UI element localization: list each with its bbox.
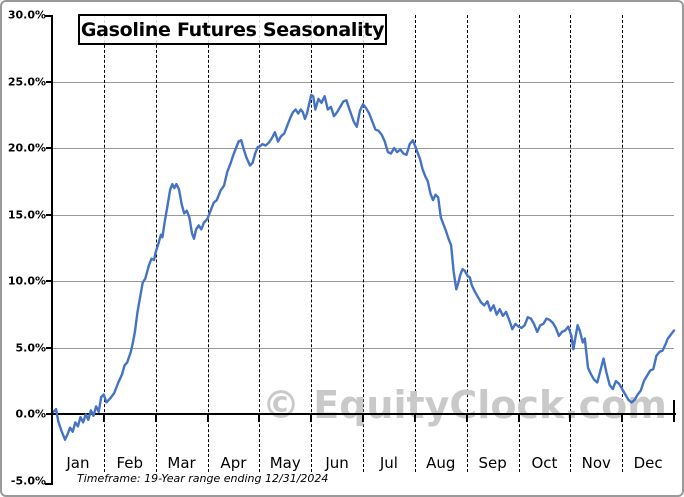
x-axis-tick <box>413 415 416 423</box>
watermark-text: © EquityClock.com <box>262 383 667 427</box>
x-axis-tick <box>310 415 313 423</box>
gridline-month-Nov <box>570 15 572 472</box>
y-axis-label-25.0%: 25.0% <box>7 75 46 89</box>
x-axis-tick <box>673 415 675 423</box>
seasonality-line <box>50 93 676 441</box>
x-axis-label-Oct: Oct <box>531 454 558 472</box>
y-axis-tick-20 <box>46 147 52 150</box>
gridline-month-Jun <box>311 15 313 472</box>
gridline-month-Mar <box>155 15 157 472</box>
x-axis-tick <box>258 415 261 423</box>
y-axis-tick-25 <box>46 80 52 83</box>
timeframe-footnote: Timeframe: 19-Year range ending 12/31/20… <box>77 472 329 485</box>
gridline-month-Dec <box>622 15 624 472</box>
chart-title-box: Gasoline Futures Seasonality <box>78 14 387 45</box>
x-axis-label-Aug: Aug <box>426 454 456 472</box>
y-axis-label-0.0%: 0.0% <box>15 407 46 421</box>
x-axis-label-Mar: Mar <box>167 454 196 472</box>
y-axis-tick-15 <box>46 213 52 216</box>
x-axis-label-Dec: Dec <box>633 454 663 472</box>
zero-axis-line <box>52 413 676 416</box>
gridline-month-Aug <box>414 15 416 472</box>
y-axis-label-15.0%: 15.0% <box>7 208 46 222</box>
x-axis-label-Apr: Apr <box>220 454 247 472</box>
x-axis-tick <box>206 415 209 423</box>
x-axis-tick <box>517 415 520 423</box>
x-axis-label-Nov: Nov <box>581 454 611 472</box>
x-axis-tick <box>154 415 157 423</box>
x-axis-label-Feb: Feb <box>116 454 144 472</box>
gridline-month-Feb <box>103 15 105 472</box>
x-axis-label-Jan: Jan <box>66 454 90 472</box>
x-axis-label-Jul: Jul <box>379 454 398 472</box>
gridline-month-May <box>259 15 261 472</box>
gridline-month-Jul <box>363 15 364 472</box>
x-axis-label-Jun: Jun <box>325 454 349 472</box>
gridline-month-Sep <box>466 15 468 472</box>
y-axis-label-30.0%: 30.0% <box>7 8 46 22</box>
x-axis-end-tick <box>673 400 675 415</box>
y-axis-line <box>51 15 53 485</box>
x-axis-tick <box>569 415 572 423</box>
x-axis-tick <box>102 415 105 423</box>
x-axis-label-Sep: Sep <box>478 454 507 472</box>
y-axis-bottom-hook <box>45 483 52 485</box>
seasonality-line-svg <box>50 93 676 441</box>
x-axis-tick <box>465 415 468 423</box>
chart-title: Gasoline Futures Seasonality <box>80 18 385 41</box>
y-axis-tick-10 <box>46 280 52 283</box>
y-axis-label-20.0%: 20.0% <box>7 141 46 155</box>
gridline-month-Oct <box>518 15 520 472</box>
y-axis-label-10.0%: 10.0% <box>7 274 46 288</box>
x-axis-tick <box>362 415 364 423</box>
x-axis-tick <box>621 415 624 423</box>
gridline-month-Apr <box>207 15 209 472</box>
x-axis-label-May: May <box>269 454 301 472</box>
y-axis-tick-0 <box>46 413 52 416</box>
y-axis-label--5.0%: -5.0% <box>10 474 46 488</box>
y-axis-label-5.0%: 5.0% <box>15 341 46 355</box>
y-axis-tick-5 <box>46 346 52 349</box>
y-axis-top-hook <box>45 15 52 17</box>
